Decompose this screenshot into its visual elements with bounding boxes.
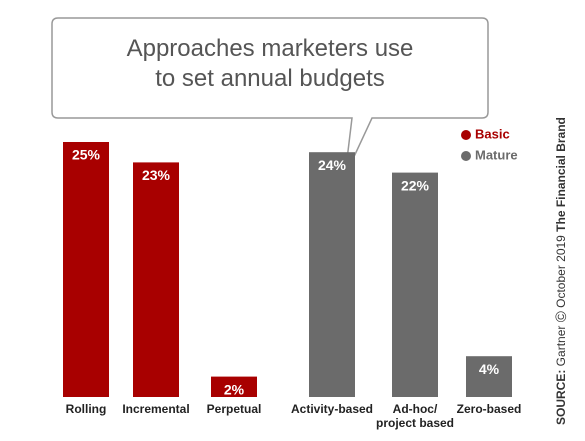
chart-title: Approaches marketers use to set annual b…: [126, 35, 414, 92]
brand: The Financial Brand: [554, 117, 568, 232]
legend-label: Mature: [475, 147, 518, 162]
legend-label: Basic: [475, 126, 510, 141]
bar: [211, 376, 257, 397]
x-tick-label: Rolling: [65, 402, 107, 416]
data-label: 22%: [401, 177, 430, 193]
legend-swatch: [461, 151, 471, 161]
data-label: 4%: [479, 361, 500, 377]
data-label: 24%: [318, 157, 347, 173]
x-tick-label: Zero-based: [456, 402, 522, 416]
legend-swatch: [461, 130, 471, 140]
data-label: 25%: [72, 147, 101, 163]
bar: [309, 152, 355, 397]
bar: [133, 162, 179, 397]
bar: [63, 142, 109, 397]
bar: [466, 356, 512, 397]
x-tick-label: Ad-hoc/ project based: [375, 402, 455, 430]
source-label: SOURCE:: [554, 370, 568, 425]
x-tick-label: Perpetual: [206, 402, 262, 416]
source: Gartner: [554, 326, 568, 367]
data-label: 23%: [142, 167, 171, 183]
speech-bubble: [51, 17, 489, 177]
date: October 2019: [554, 235, 568, 308]
data-label: 2%: [224, 381, 245, 397]
x-tick-label: Activity-based: [290, 402, 374, 416]
bar: [392, 172, 438, 397]
copyright: ©: [553, 311, 570, 322]
x-tick-label: Incremental: [122, 402, 190, 416]
source-note: SOURCE: Gartner © October 2019 The Finan…: [553, 117, 570, 425]
